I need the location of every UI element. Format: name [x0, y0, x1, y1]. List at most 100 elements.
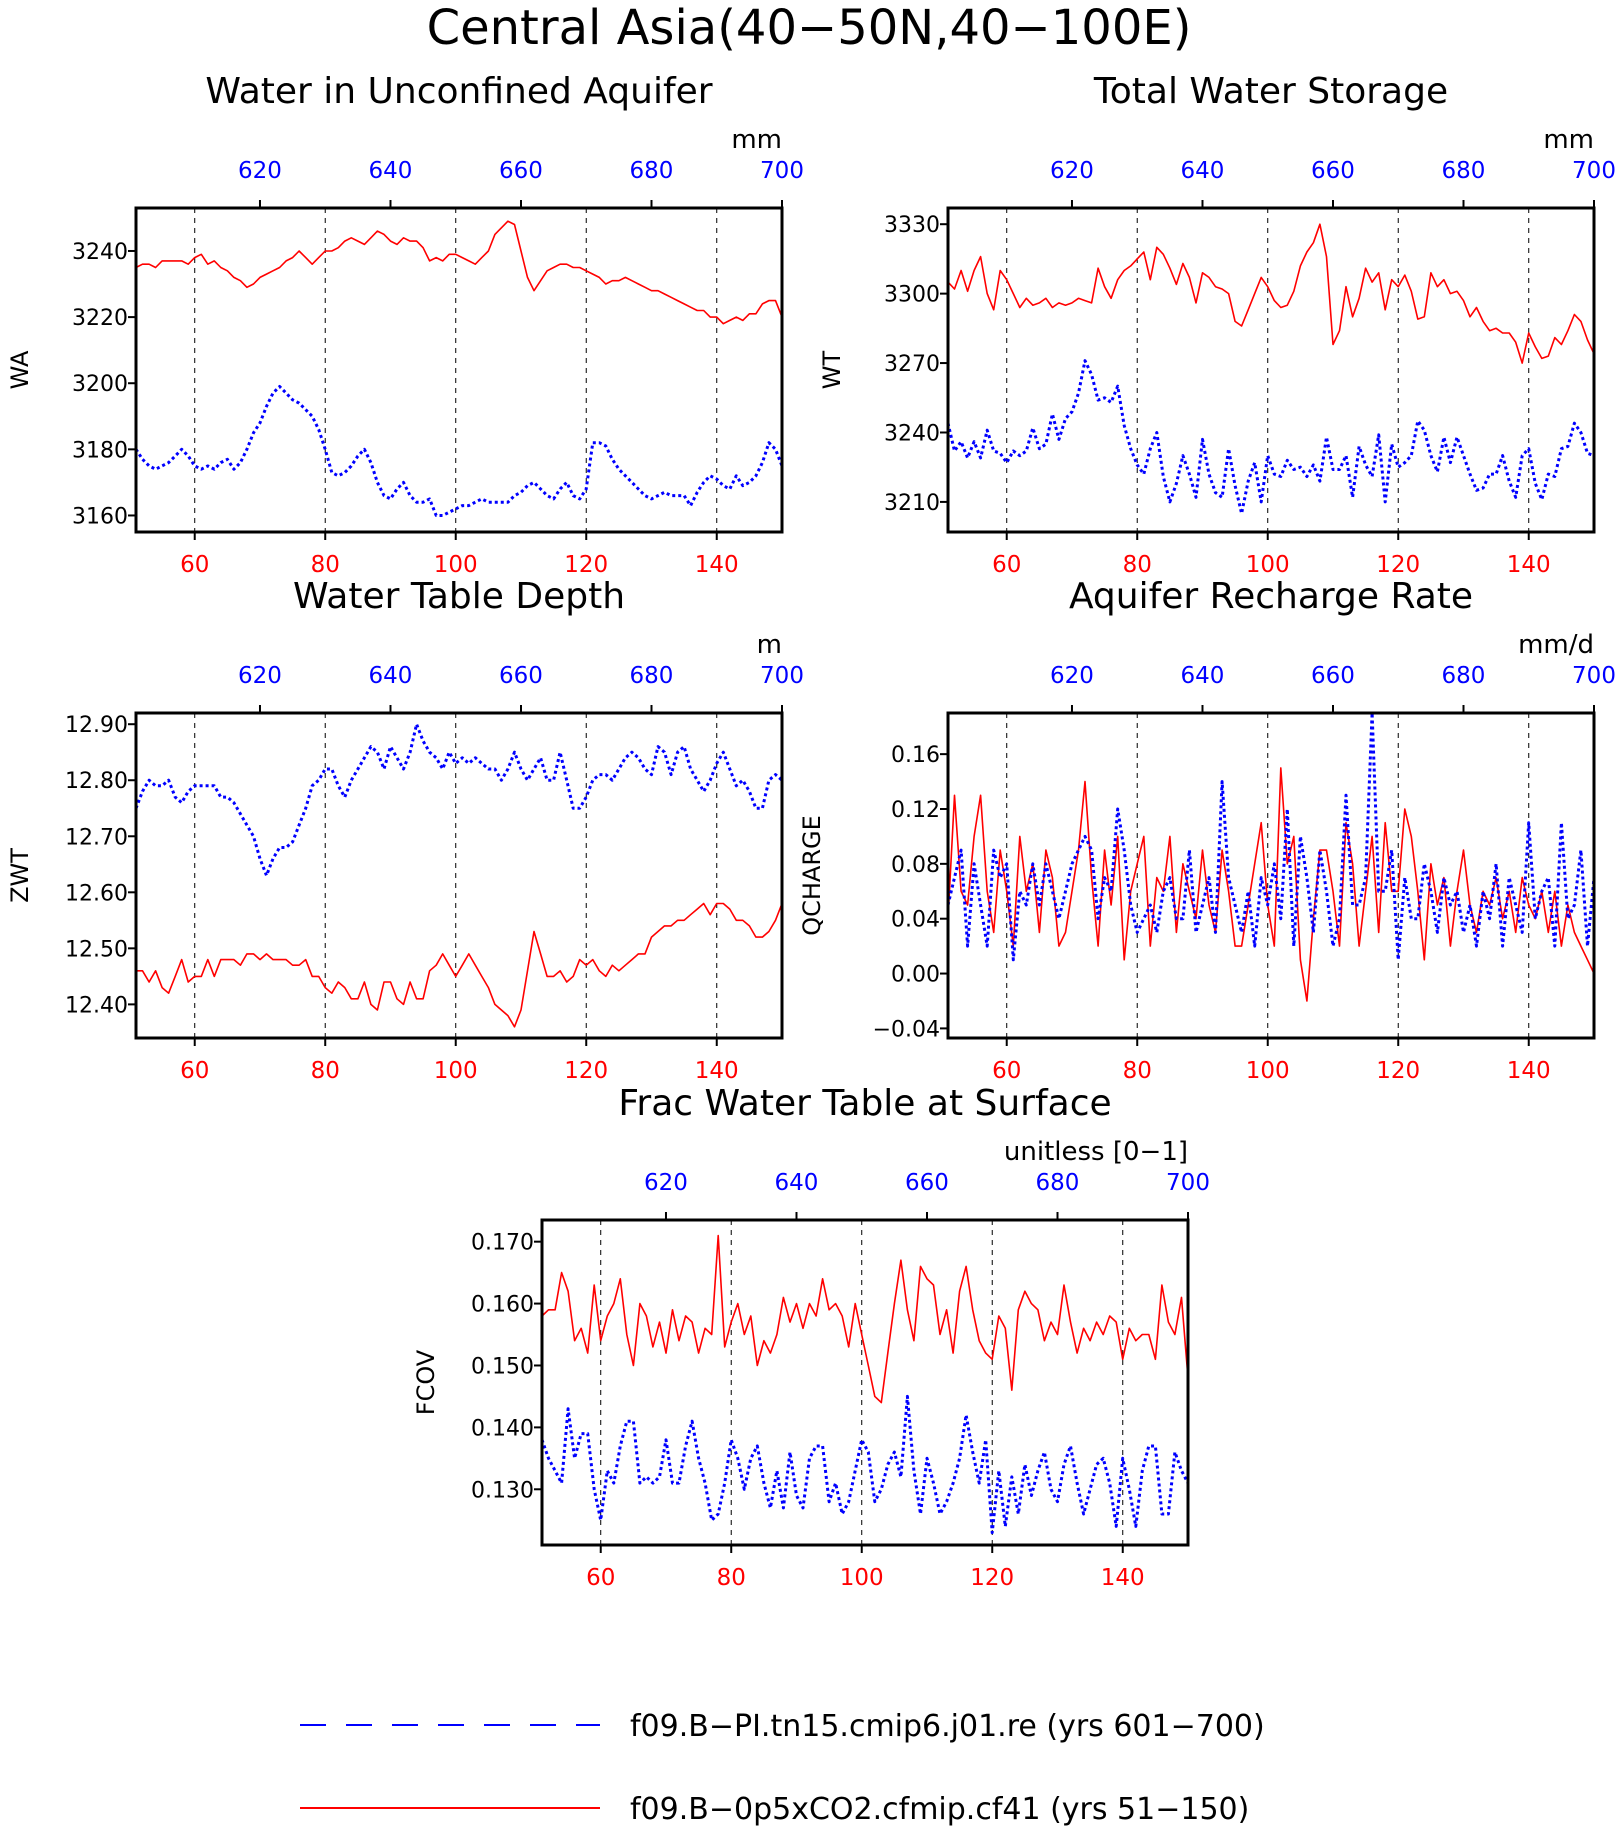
legend-label-red: f09.B−0p5xCO2.cfmip.cf41 (yrs 51−150) — [630, 1792, 1249, 1827]
series-blue-line — [946, 711, 1596, 962]
series-blue-line — [946, 359, 1595, 515]
x-tick-label-top: 620 — [1050, 663, 1094, 689]
x-tick-label-top: 620 — [644, 1170, 688, 1196]
y-tick-label: 0.16 — [891, 743, 940, 768]
x-tick-label-bottom: 140 — [695, 1058, 739, 1084]
panel-title: Total Water Storage — [1093, 71, 1448, 112]
x-tick-label-top: 700 — [760, 158, 804, 184]
x-tick-label-top: 640 — [775, 1170, 819, 1196]
x-tick-label-top: 680 — [630, 663, 674, 689]
x-tick-label-top: 680 — [1036, 1170, 1080, 1196]
y-tick-label: 3240 — [72, 240, 128, 265]
plot-frame — [134, 206, 784, 534]
units-label: mm — [1543, 125, 1594, 155]
y-tick-label: −0.04 — [873, 1017, 940, 1042]
series-red-line — [135, 220, 783, 325]
x-tick-label-bottom: 120 — [564, 1058, 608, 1084]
x-tick-label-bottom: 120 — [1376, 552, 1420, 578]
y-tick-label: 0.140 — [471, 1416, 534, 1441]
panel-3: Water Table Depth m 12.40 12.50 12.60 12.70 12… — [6, 576, 804, 1084]
y-tick-label: 12.60 — [65, 881, 128, 906]
y-tick-label: 0.160 — [471, 1293, 534, 1318]
x-tick-label-top: 700 — [1572, 158, 1616, 184]
panel-title: Water Table Depth — [293, 576, 625, 617]
series-red-line — [947, 767, 1595, 1002]
plot-frame — [946, 711, 1596, 1040]
plot-frame — [946, 206, 1596, 534]
x-tick-label-top: 620 — [1050, 158, 1094, 184]
units-label: mm/d — [1518, 630, 1594, 660]
units-label: mm — [731, 125, 782, 155]
x-tick-label-bottom: 60 — [992, 552, 1021, 578]
plot-frame — [540, 1218, 1190, 1547]
x-tick-label-bottom: 100 — [434, 552, 478, 578]
panel-4: Aquifer Recharge Rate mm/d −0.04 0.00 0.04 0.… — [798, 576, 1616, 1084]
panel-1: Water in Unconfined Aquifer mm 3160 3180 320… — [6, 71, 804, 578]
x-tick-label-top: 660 — [1311, 158, 1355, 184]
x-tick-label-bottom: 60 — [180, 1058, 209, 1084]
x-tick-label-bottom: 80 — [717, 1565, 746, 1591]
panel-title: Aquifer Recharge Rate — [1069, 576, 1473, 617]
units-label: unitless [0−1] — [1004, 1137, 1188, 1167]
x-tick-label-bottom: 60 — [992, 1058, 1021, 1084]
x-tick-label-bottom: 60 — [180, 552, 209, 578]
y-tick-label: 3210 — [884, 491, 940, 516]
y-tick-label: 3300 — [884, 283, 940, 308]
figure-title: Central Asia(40−50N,40−100E) — [427, 0, 1192, 56]
panel-5: Frac Water Table at Surface unitless [0−1… — [412, 1083, 1210, 1591]
x-tick-label-bottom: 100 — [1246, 1058, 1290, 1084]
y-axis-label: WT — [818, 350, 846, 389]
y-tick-label: 3180 — [72, 438, 128, 463]
x-tick-label-top: 680 — [1442, 158, 1486, 184]
series-blue-line — [540, 1394, 1190, 1535]
x-tick-label-bottom: 80 — [1123, 552, 1152, 578]
y-axis-label: WA — [6, 350, 34, 389]
series-red-line — [947, 223, 1595, 364]
x-tick-label-top: 660 — [1311, 663, 1355, 689]
x-tick-label-bottom: 60 — [586, 1565, 615, 1591]
x-tick-label-top: 660 — [499, 158, 543, 184]
x-tick-label-top: 620 — [238, 663, 282, 689]
y-tick-label: 0.130 — [471, 1478, 534, 1503]
x-tick-label-bottom: 100 — [1246, 552, 1290, 578]
x-tick-label-bottom: 140 — [1507, 552, 1551, 578]
x-tick-label-top: 700 — [1572, 663, 1616, 689]
y-tick-label: 3220 — [72, 306, 128, 331]
y-tick-label: 3160 — [72, 504, 128, 529]
y-tick-label: 12.70 — [65, 825, 128, 850]
x-tick-label-bottom: 120 — [970, 1565, 1014, 1591]
x-tick-label-top: 660 — [499, 663, 543, 689]
y-tick-label: 12.50 — [65, 937, 128, 962]
y-axis-label: FCOV — [412, 1349, 440, 1415]
series-red-line — [136, 902, 783, 1028]
y-axis-label: ZWT — [6, 848, 34, 903]
y-tick-label: 0.00 — [891, 963, 940, 988]
y-tick-label: 3270 — [884, 352, 940, 377]
series-blue-line — [134, 385, 784, 517]
x-tick-label-bottom: 80 — [311, 1058, 340, 1084]
y-tick-label: 0.12 — [891, 798, 940, 823]
x-tick-label-bottom: 120 — [564, 552, 608, 578]
y-tick-label: 0.150 — [471, 1354, 534, 1379]
y-tick-label: 0.170 — [471, 1231, 534, 1256]
y-tick-label: 3330 — [884, 213, 940, 238]
y-tick-label: 12.40 — [65, 993, 128, 1018]
x-tick-label-top: 640 — [369, 158, 413, 184]
x-tick-label-bottom: 100 — [434, 1058, 478, 1084]
y-axis-label: QCHARGE — [798, 815, 826, 936]
x-tick-label-bottom: 100 — [840, 1565, 884, 1591]
y-tick-label: 12.90 — [65, 713, 128, 738]
panels: Water in Unconfined Aquifer mm 3160 3180 320… — [6, 71, 1616, 1591]
legend: f09.B−PI.tn15.cmip6.j01.re (yrs 601−700)… — [300, 1709, 1265, 1827]
x-tick-label-bottom: 140 — [1101, 1565, 1145, 1591]
x-tick-label-bottom: 80 — [1123, 1058, 1152, 1084]
panel-title: Frac Water Table at Surface — [618, 1083, 1111, 1124]
x-tick-label-top: 640 — [369, 663, 413, 689]
x-tick-label-top: 680 — [1442, 663, 1486, 689]
x-tick-label-top: 640 — [1181, 158, 1225, 184]
x-tick-label-bottom: 140 — [695, 552, 739, 578]
y-tick-label: 3200 — [72, 372, 128, 397]
x-tick-label-top: 700 — [760, 663, 804, 689]
plot-frame — [134, 711, 784, 1040]
